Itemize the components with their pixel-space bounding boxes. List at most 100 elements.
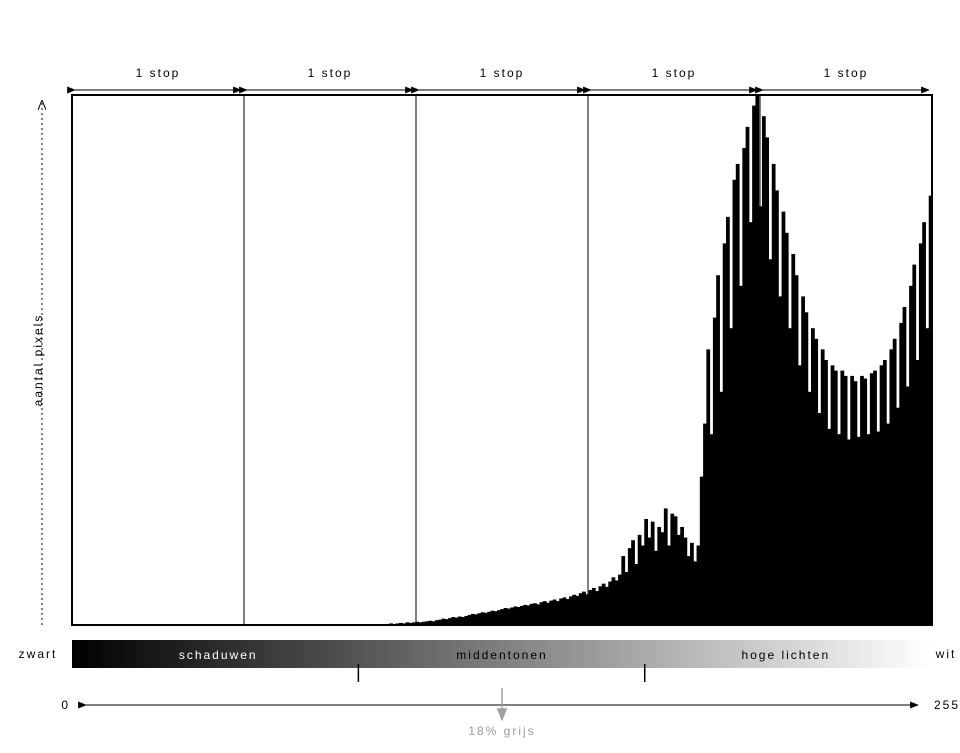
- histogram-bar: [847, 440, 851, 626]
- histogram-bar: [837, 434, 841, 625]
- histogram-bar: [697, 546, 701, 626]
- histogram-bar: [595, 591, 599, 625]
- histogram-bar: [925, 328, 929, 625]
- histogram-bar: [661, 532, 665, 625]
- histogram-bar: [772, 164, 776, 625]
- histogram-bar: [638, 535, 642, 625]
- histogram-bar: [579, 593, 583, 625]
- histogram-bar: [559, 599, 563, 626]
- histogram-bar: [752, 106, 756, 625]
- histogram-bar: [425, 621, 429, 625]
- histogram-bar: [893, 339, 897, 625]
- histogram-bar: [814, 339, 818, 625]
- histogram-bar: [455, 618, 459, 625]
- histogram-bar: [808, 392, 812, 625]
- histogram-bar: [922, 222, 926, 625]
- histogram-bar: [683, 538, 687, 625]
- histogram-bar: [442, 619, 446, 625]
- histogram-bar: [445, 619, 449, 625]
- histogram-bar: [667, 546, 671, 626]
- gradient-region-label: middentonen: [456, 648, 547, 662]
- histogram-bar: [618, 575, 622, 625]
- histogram-bar: [680, 527, 684, 625]
- histogram-bar: [612, 577, 616, 625]
- histogram-bar: [553, 600, 557, 625]
- histogram-bar: [628, 548, 632, 625]
- histogram-bar: [729, 328, 733, 625]
- histogram-bar: [876, 432, 880, 625]
- histogram-bar: [641, 546, 645, 626]
- histogram-bar: [461, 617, 465, 625]
- histogram-bar: [549, 601, 553, 625]
- histogram-bar: [795, 275, 799, 625]
- histogram-bar: [530, 604, 534, 625]
- histogram-bar: [719, 392, 723, 625]
- histogram-bar: [854, 381, 858, 625]
- histogram-bar: [788, 328, 792, 625]
- histogram-bar: [844, 376, 848, 625]
- histogram-bar: [598, 586, 602, 625]
- histogram-bar: [677, 535, 681, 625]
- histogram-bar: [491, 611, 495, 625]
- histogram-bar: [510, 608, 514, 625]
- histogram-bar: [670, 514, 674, 625]
- histogram-bar: [513, 606, 517, 625]
- histogram-bar: [863, 379, 867, 625]
- histogram-bar: [801, 296, 805, 625]
- histogram-bar: [520, 606, 524, 625]
- histogram-bar: [886, 424, 890, 625]
- histogram-bar: [713, 318, 717, 625]
- histogram-bar: [406, 622, 410, 625]
- histogram-bar: [589, 590, 593, 625]
- histogram-bar: [464, 616, 468, 625]
- histogram-bar: [419, 622, 423, 625]
- histogram-bar: [759, 206, 763, 625]
- histogram-bar: [746, 127, 750, 625]
- histogram-bar: [399, 623, 403, 625]
- histogram-bar: [690, 543, 694, 625]
- histogram-bar: [458, 617, 462, 625]
- histogram-bar: [739, 286, 743, 625]
- histogram-bar: [749, 222, 753, 625]
- histogram-bar: [389, 623, 393, 625]
- histogram-bar: [540, 602, 544, 625]
- histogram-bar: [857, 437, 861, 625]
- histogram-bar: [484, 613, 488, 625]
- histogram-bars: [386, 95, 933, 625]
- histogram-diagram: 1 stop1 stop1 stop1 stop1 stopaantal pix…: [0, 0, 960, 753]
- histogram-bar: [582, 592, 586, 625]
- histogram-bar: [716, 275, 720, 625]
- histogram-bar: [428, 621, 432, 625]
- histogram-bar: [706, 349, 710, 625]
- histogram-bar: [824, 360, 828, 625]
- histogram-bar: [755, 95, 759, 625]
- grey-marker-label: 18% grijs: [468, 724, 535, 738]
- histogram-bar: [867, 434, 871, 625]
- histogram-bar: [929, 196, 933, 625]
- histogram-bar: [592, 588, 596, 625]
- histogram-bar: [831, 365, 835, 625]
- histogram-bar: [566, 599, 570, 625]
- histogram-bar: [517, 607, 521, 625]
- histogram-bar: [782, 212, 786, 625]
- histogram-bar: [625, 572, 629, 625]
- histogram-bar: [602, 584, 606, 625]
- histogram-bar: [527, 605, 531, 625]
- histogram-bar: [644, 519, 648, 625]
- histogram-bar: [710, 434, 714, 625]
- histogram-bar: [536, 604, 540, 625]
- histogram-bar: [733, 180, 737, 625]
- y-axis-label: aantal pixels: [31, 314, 45, 407]
- histogram-bar: [785, 233, 789, 625]
- gradient-region-label: schaduwen: [179, 648, 258, 662]
- histogram-bar: [821, 349, 825, 625]
- histogram-bar: [883, 360, 887, 625]
- histogram-bar: [850, 376, 854, 625]
- histogram-bar: [775, 190, 779, 625]
- histogram-bar: [415, 622, 419, 625]
- stop-label: 1 stop: [136, 66, 181, 80]
- histogram-bar: [533, 603, 537, 625]
- gradient-region-label: hoge lichten: [741, 648, 830, 662]
- histogram-bar: [474, 614, 478, 625]
- stop-label: 1 stop: [480, 66, 525, 80]
